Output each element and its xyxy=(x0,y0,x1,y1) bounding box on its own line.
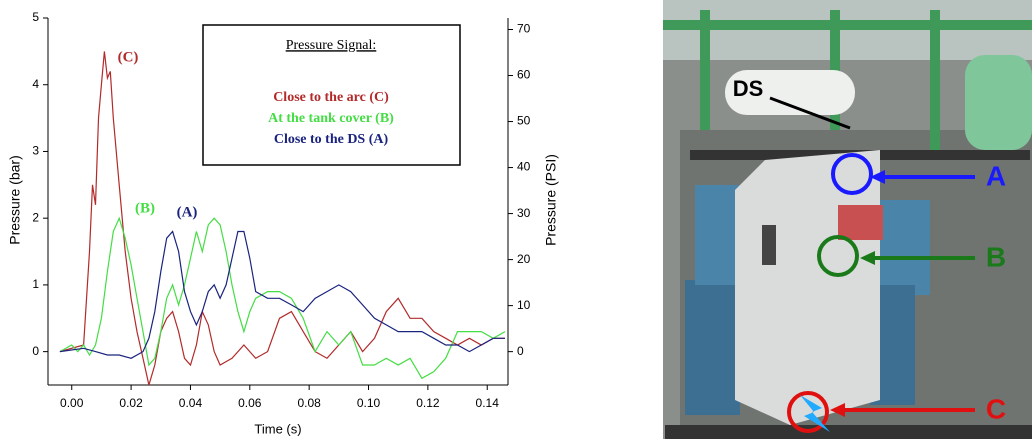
x-tick-label: 0.10 xyxy=(357,396,381,410)
pipe xyxy=(830,10,840,130)
arrow-head xyxy=(830,403,845,417)
legend-title: Pressure Signal: xyxy=(286,38,377,53)
x-tick-label: 0.00 xyxy=(60,396,84,410)
photo-label: DS xyxy=(733,76,764,101)
y-tick-label: 3 xyxy=(32,144,39,158)
y-tick-label: 1 xyxy=(32,277,39,291)
photo-label: C xyxy=(986,393,1006,424)
y-tick-label: 0 xyxy=(32,344,39,358)
y2-tick-label: 50 xyxy=(517,114,531,128)
legend-entry: At the tank cover (B) xyxy=(268,111,394,126)
arrow-head xyxy=(860,251,875,265)
legend-entry: Close to the DS (A) xyxy=(274,132,389,147)
grating xyxy=(665,425,1032,439)
series-line xyxy=(59,51,505,385)
x-tick-label: 0.14 xyxy=(476,396,500,410)
arrow-head xyxy=(870,170,885,184)
x-tick-label: 0.02 xyxy=(119,396,143,410)
marker-circle xyxy=(817,235,859,277)
y2-tick-label: 40 xyxy=(517,160,531,174)
pipe xyxy=(930,10,940,150)
marker-circle xyxy=(831,153,873,195)
y2-tick-label: 60 xyxy=(517,68,531,82)
annotation: (B) xyxy=(135,200,155,216)
y2-axis-title: Pressure (PSI) xyxy=(543,154,559,246)
arrow xyxy=(769,96,851,130)
series-line xyxy=(59,216,506,380)
y-tick-label: 4 xyxy=(32,77,39,91)
y-tick-label: 5 xyxy=(32,10,39,24)
marker-circle xyxy=(787,391,829,433)
bushing xyxy=(762,225,776,265)
tank xyxy=(965,55,1032,150)
x-tick-label: 0.06 xyxy=(238,396,262,410)
y2-tick-label: 10 xyxy=(517,298,531,312)
y2-tick-label: 20 xyxy=(517,252,531,266)
x-tick-label: 0.04 xyxy=(179,396,203,410)
pipe xyxy=(700,10,710,130)
y2-tick-label: 70 xyxy=(517,22,531,36)
series-line xyxy=(59,230,505,359)
x-tick-label: 0.08 xyxy=(297,396,321,410)
ds-cylinder xyxy=(725,70,855,115)
x-tick-label: 0.12 xyxy=(416,396,440,410)
y2-tick-label: 30 xyxy=(517,206,531,220)
x-axis-title: Time (s) xyxy=(254,421,301,436)
plate xyxy=(838,205,883,240)
annotation: (A) xyxy=(177,204,198,220)
legend-box xyxy=(202,24,461,166)
y2-tick-label: 0 xyxy=(517,344,524,358)
photo: DS A B C xyxy=(663,0,1032,439)
photo-label: B xyxy=(986,241,1006,272)
legend-entry: Close to the arc (C) xyxy=(273,90,389,105)
radiator xyxy=(685,280,740,415)
radiator xyxy=(880,200,930,295)
y-tick-label: 2 xyxy=(32,210,39,224)
photo-label: A xyxy=(986,160,1006,191)
pipe xyxy=(663,20,1032,30)
y-axis-title: Pressure (bar) xyxy=(7,155,23,244)
annotation: (C) xyxy=(118,49,139,65)
